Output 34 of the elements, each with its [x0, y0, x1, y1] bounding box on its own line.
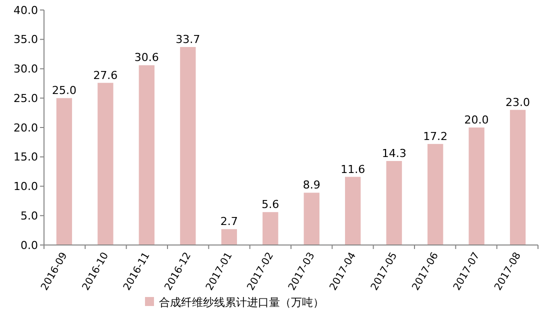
data-label: 2.7 — [220, 215, 238, 228]
bar — [510, 110, 526, 245]
bar — [98, 82, 114, 245]
data-label: 23.0 — [506, 96, 530, 109]
bar — [345, 176, 361, 245]
y-tick-label: 20.0 — [14, 121, 38, 134]
bar — [427, 144, 444, 245]
bar — [304, 192, 320, 245]
data-label: 20.0 — [464, 114, 489, 126]
data-label: 8.9 — [302, 178, 320, 192]
bar — [386, 160, 402, 245]
y-tick-label: 0.0 — [20, 238, 38, 252]
y-tick-label: 5.0 — [20, 209, 38, 222]
bar — [262, 212, 278, 245]
bar — [138, 65, 155, 245]
data-label: 30.6 — [134, 51, 159, 64]
data-label: 11.6 — [340, 162, 366, 176]
y-tick-label: 15.0 — [14, 150, 38, 164]
y-tick-label: 25.0 — [14, 92, 38, 105]
y-tick-label: 30.0 — [14, 62, 38, 76]
data-label: 27.6 — [93, 68, 118, 82]
y-tick-label: 10.0 — [14, 180, 38, 194]
bar — [221, 229, 237, 245]
bar — [468, 128, 484, 245]
data-label: 14.3 — [382, 146, 406, 160]
legend-label: 合成纤维纱线累计进口量（万吨） — [159, 296, 324, 309]
data-label: 25.0 — [52, 84, 76, 98]
bar — [180, 47, 196, 245]
data-label: 5.6 — [262, 198, 280, 212]
y-tick-label: 40.0 — [14, 4, 38, 17]
data-label: 17.2 — [423, 130, 448, 143]
bar — [56, 98, 72, 245]
data-label: 33.7 — [176, 33, 200, 46]
y-tick-label: 35.0 — [14, 33, 38, 46]
